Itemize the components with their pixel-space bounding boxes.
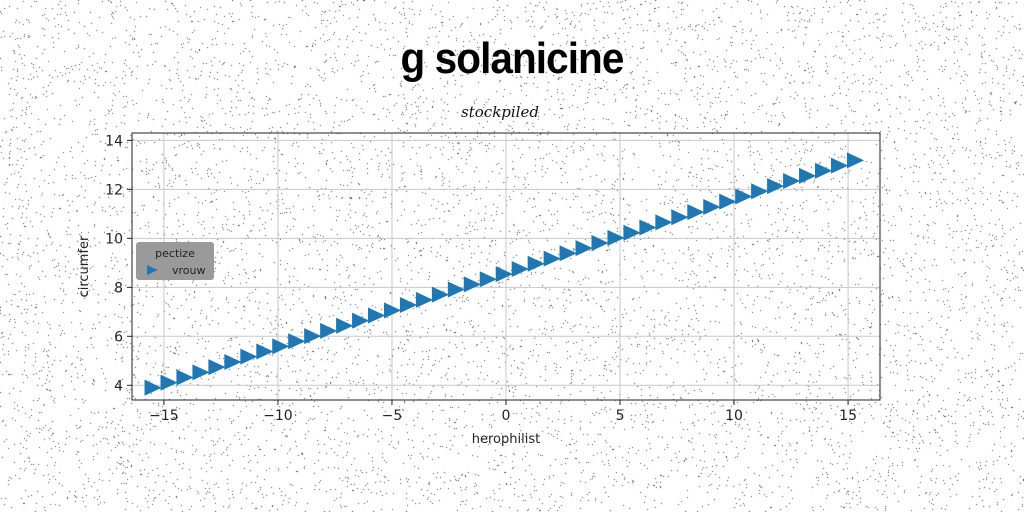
data-point — [703, 198, 721, 215]
legend-title: pectize — [155, 247, 195, 260]
y-axis-label: circumfer — [77, 235, 92, 297]
data-point — [767, 178, 785, 195]
data-point — [591, 234, 609, 251]
legend-label-vrouw: vrouw — [172, 264, 206, 277]
data-point — [447, 281, 466, 298]
data-point — [799, 167, 817, 184]
data-point — [463, 276, 481, 293]
x-tick-label: −15 — [149, 408, 179, 424]
data-point — [511, 260, 529, 277]
data-point — [224, 354, 242, 371]
x-tick-label: 0 — [502, 408, 511, 424]
data-point — [288, 333, 306, 350]
data-point — [383, 302, 402, 319]
data-point — [687, 204, 705, 221]
chart-title: g solanicine — [400, 34, 625, 83]
y-axis-ticks: 4 6 8 10 12 14 — [105, 133, 132, 394]
x-tick-label: 10 — [725, 408, 743, 424]
x-tick-label: 15 — [839, 408, 857, 424]
data-point — [160, 374, 178, 391]
x-tick-label: −5 — [382, 408, 403, 424]
data-point — [304, 328, 322, 345]
data-point — [783, 173, 801, 190]
data-point — [671, 209, 689, 226]
data-point — [495, 266, 513, 283]
data-point — [655, 214, 673, 231]
x-tick-label: −10 — [263, 408, 293, 424]
data-point — [735, 188, 753, 205]
data-point — [623, 224, 641, 241]
chart-subtitle: stockpiled — [461, 103, 539, 121]
data-point — [192, 364, 210, 381]
legend-marker-vrouw — [147, 265, 158, 275]
y-tick-label: 8 — [114, 280, 123, 296]
data-point — [368, 307, 386, 324]
y-tick-label: 6 — [114, 329, 123, 345]
data-point — [415, 291, 434, 308]
data-point — [543, 250, 561, 267]
x-axis-ticks: −15 −10 −5 0 5 10 15 — [149, 400, 857, 424]
data-point — [431, 286, 450, 303]
data-point — [814, 162, 833, 179]
series-vrouw — [144, 152, 865, 396]
grid-lines — [132, 133, 880, 400]
data-point — [176, 369, 194, 386]
data-point — [208, 359, 226, 376]
data-point — [751, 183, 769, 200]
y-tick-label: 14 — [105, 133, 123, 149]
legend: pectize vrouw — [136, 242, 214, 280]
data-point — [399, 296, 418, 313]
y-tick-label: 10 — [105, 231, 123, 247]
data-point — [144, 379, 162, 396]
data-point — [607, 229, 625, 246]
data-point — [719, 193, 737, 210]
data-point — [240, 348, 258, 365]
data-point — [256, 343, 274, 360]
y-tick-label: 4 — [114, 378, 123, 394]
data-point — [575, 240, 593, 257]
data-point — [639, 219, 657, 236]
data-point — [527, 255, 545, 272]
data-point — [846, 152, 865, 169]
data-point — [559, 245, 577, 262]
data-point — [830, 157, 849, 174]
x-axis-label: herophilist — [472, 432, 540, 447]
data-point — [336, 317, 354, 334]
data-point — [320, 322, 338, 339]
data-point — [272, 338, 290, 355]
x-tick-label: 5 — [616, 408, 625, 424]
data-point — [479, 271, 497, 288]
data-point — [352, 312, 370, 329]
y-tick-label: 12 — [105, 182, 123, 198]
